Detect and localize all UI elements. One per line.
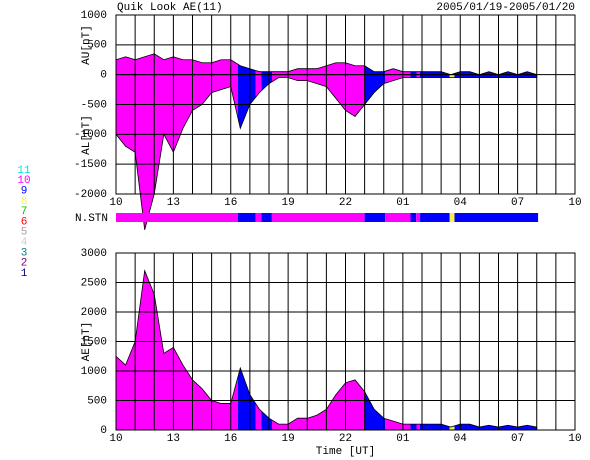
station-legend-label: 3: [21, 247, 28, 259]
date-range: 2005/01/19-2005/01/20: [436, 2, 575, 14]
station-legend-label: 11: [17, 165, 31, 177]
strip-label: N.STN: [75, 213, 108, 225]
station-legend-label: 8: [21, 196, 28, 208]
x-tick-label: 04: [454, 197, 468, 209]
x-tick-label: 01: [396, 197, 410, 209]
x-tick-label: 13: [167, 197, 180, 209]
y-tick-label: 1500: [81, 336, 107, 348]
y-axis-label: AE[nT]: [81, 322, 93, 362]
x-tick-label: 01: [396, 433, 410, 445]
station-segment: [449, 213, 455, 222]
station-legend-label: 9: [21, 186, 28, 198]
x-tick-label: 19: [282, 433, 295, 445]
y-tick-label: -500: [81, 99, 107, 111]
x-axis-label: Time [UT]: [316, 446, 375, 458]
station-segment: [385, 213, 411, 222]
station-segment: [420, 213, 450, 222]
station-legend-label: 10: [17, 175, 30, 187]
y-tick-label: 500: [87, 395, 107, 407]
x-tick-label: 13: [167, 433, 180, 445]
x-tick-label: 19: [282, 197, 295, 209]
y-tick-label: 500: [87, 40, 107, 52]
station-segment: [454, 213, 539, 222]
x-tick-label: 04: [454, 433, 468, 445]
station-segment: [238, 213, 256, 222]
station-legend-label: 2: [21, 258, 28, 270]
plot-frame: [115, 14, 576, 195]
station-segment: [116, 213, 239, 222]
x-tick-label: 10: [109, 433, 122, 445]
y-tick-label: -1500: [74, 159, 107, 171]
y-axis-label: AU[nT]: [81, 25, 93, 65]
plot-frame: [115, 252, 576, 431]
x-tick-label: 07: [511, 433, 524, 445]
x-tick-label: 16: [224, 433, 237, 445]
y-tick-label: 1000: [81, 10, 107, 22]
x-tick-label: 22: [339, 433, 352, 445]
y-tick-label: 3000: [81, 248, 107, 260]
station-segment: [416, 213, 421, 222]
station-legend-label: 7: [21, 206, 28, 218]
x-tick-label: 22: [339, 197, 352, 209]
y-tick-label: -2000: [74, 189, 107, 201]
station-segment: [271, 213, 365, 222]
y-tick-label: -1000: [74, 129, 107, 141]
y-tick-label: 2000: [81, 307, 107, 319]
station-legend-label: 4: [21, 237, 28, 249]
y-axis-label: AL[nT]: [81, 115, 93, 155]
station-segment: [410, 213, 417, 222]
station-segment: [364, 213, 386, 222]
station-legend-label: 5: [21, 227, 28, 239]
x-tick-label: 10: [568, 433, 581, 445]
x-tick-label: 10: [109, 197, 122, 209]
station-legend-label: 1: [21, 268, 28, 280]
y-tick-label: 1000: [81, 366, 107, 378]
y-tick-label: 0: [100, 70, 107, 82]
y-tick-label: 2500: [81, 277, 107, 289]
x-tick-label: 16: [224, 197, 237, 209]
station-segment: [261, 213, 272, 222]
chart-title: Quik Look AE(11): [117, 2, 223, 14]
area: [115, 269, 538, 431]
station-legend-label: 6: [21, 216, 28, 228]
x-tick-label: 10: [568, 197, 581, 209]
y-tick-label: 0: [100, 425, 107, 437]
area: [115, 74, 538, 230]
x-tick-label: 07: [511, 197, 524, 209]
station-segment: [255, 213, 262, 222]
